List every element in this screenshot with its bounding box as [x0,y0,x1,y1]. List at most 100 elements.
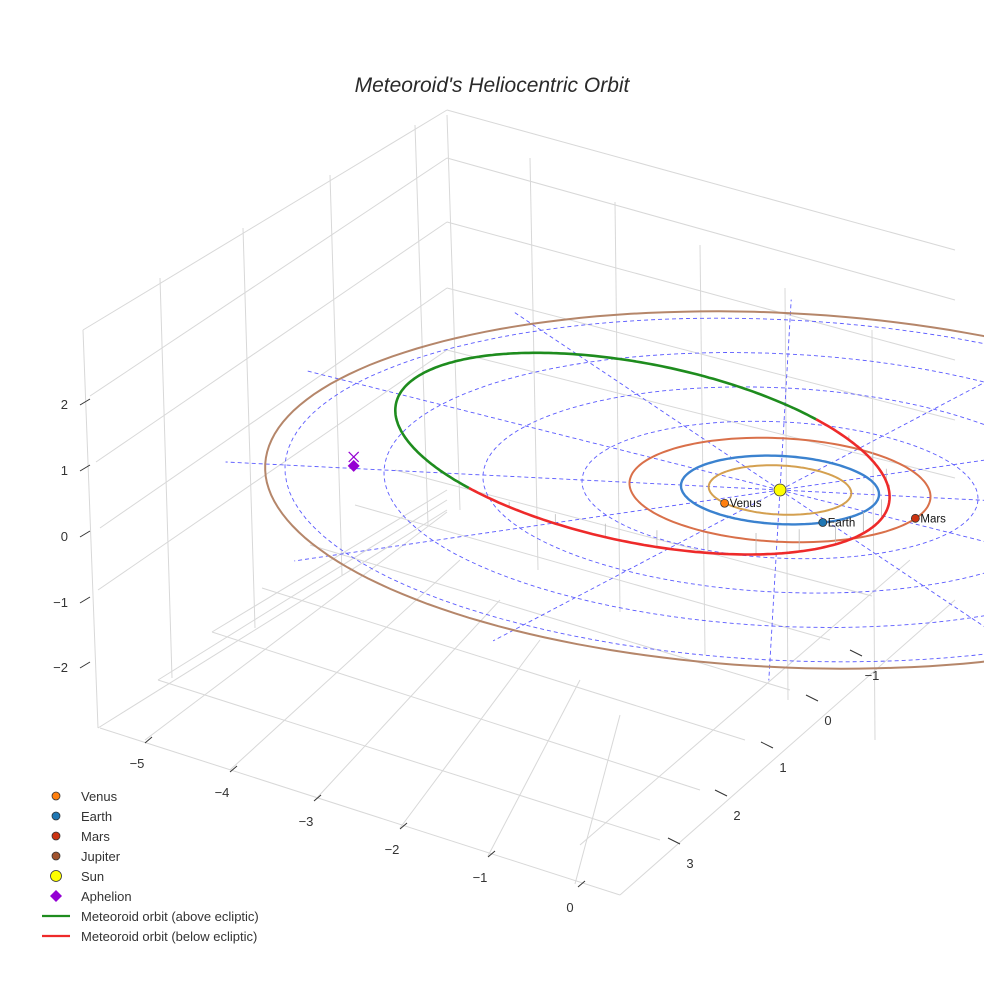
ecliptic-spoke [305,370,781,491]
grid-line [446,287,956,421]
ecliptic-grid [225,299,984,681]
grid-layer [82,109,956,896]
grid-line [89,157,448,397]
circle-icon [51,851,61,861]
markers: Venus Earth Mars [347,451,946,530]
legend-item-mars[interactable]: Mars [40,826,259,846]
legend[interactable]: Venus Earth Mars Jupiter Sun Aphelion Meteoroi… [40,786,259,946]
circle-icon [51,791,61,801]
legend-label: Mars [81,828,110,844]
y-tick-mark [805,694,819,702]
ecliptic-ring [482,386,984,594]
x-tick-mark [399,822,408,830]
grid-line [157,679,661,841]
grid-line [446,109,956,251]
y-tick-label: 1 [779,760,786,775]
x-tick-label: −1 [473,870,488,885]
grid-line [97,509,448,729]
x-tick-mark [313,794,322,802]
mars-label: Mars [920,513,946,525]
legend-item-meteoroid-orbit-below-ecliptic[interactable]: Meteoroid orbit (below ecliptic) [40,926,259,946]
aphelion-marker [347,459,360,472]
grid-line [354,504,831,641]
ecliptic-spoke [492,489,781,642]
ecliptic-spoke [779,299,792,491]
ecliptic-spoke [779,382,984,491]
legend-item-earth[interactable]: Earth [40,806,259,826]
z-tick-mark [79,661,91,669]
grid-line [229,559,461,771]
meteoroid-orbit-below [468,486,865,556]
meteoroid-orbit-above [394,351,817,490]
grid-line [82,109,448,331]
y-tick-mark [849,649,863,657]
ecliptic-spoke [779,489,984,501]
x-tick-mark [144,736,153,744]
x-tick-label: −3 [299,814,314,829]
grid-line [619,599,956,896]
ecliptic-ring [284,317,984,663]
z-tick-mark [79,398,91,406]
x-tick-label: −5 [130,756,145,771]
grid-line [399,639,541,829]
legend-item-venus[interactable]: Venus [40,786,259,806]
grid-line [314,599,501,801]
grid-line [159,277,173,679]
grid-line [574,714,621,885]
legend-label: Aphelion [81,888,132,904]
grid-line [579,559,911,846]
earth-marker [818,518,828,527]
earth-label: Earth [828,518,856,530]
grid-line [157,499,448,681]
grid-line [529,157,539,571]
sun-marker [773,483,787,497]
venus-label: Venus [730,498,762,510]
legend-item-sun[interactable]: Sun [40,866,259,886]
x-tick-label: −4 [215,785,230,800]
legend-item-meteoroid-orbit-above-ecliptic[interactable]: Meteoroid orbit (above ecliptic) [40,906,259,926]
grid-line [414,124,429,526]
grid-line [699,244,706,656]
y-tick-label: 0 [824,713,831,728]
z-tick-label: 2 [61,397,68,412]
orbit-earth [679,454,881,526]
legend-label: Earth [81,808,113,824]
legend-label: Jupiter [81,848,121,864]
grid-line [614,201,621,613]
circle-icon [51,811,61,821]
z-tick-label: −1 [53,595,68,610]
axis-ticks: 2 1 0 −1 −2 −5 −4 −3 −2 −1 0 −1 0 1 2 3 [53,397,879,915]
aphelion-cross [348,451,360,463]
z-tick-mark [79,596,91,604]
circle-icon [51,831,61,841]
meteoroid-orbit [394,351,891,556]
legend-item-aphelion[interactable]: Aphelion [40,886,259,906]
x-tick-label: 0 [566,900,573,915]
grid-line [487,679,581,857]
grid-line [394,469,873,597]
legend-label: Meteoroid orbit (below ecliptic) [81,928,258,944]
grid-line [446,221,956,361]
circle-icon [50,870,62,882]
x-tick-label: −2 [385,842,400,857]
ecliptic-spoke [779,459,984,491]
x-tick-mark [229,765,238,773]
grid-line [261,587,746,741]
grid-line [309,544,791,691]
grid-line [329,174,343,576]
y-tick-mark [760,741,774,749]
grid-line [446,114,461,511]
grid-line [446,157,956,301]
z-tick-label: 0 [61,529,68,544]
z-tick-label: −2 [53,660,68,675]
legend-item-jupiter[interactable]: Jupiter [40,846,259,866]
venus-marker [720,498,730,508]
y-tick-label: 3 [686,856,693,871]
x-tick-mark [487,850,496,858]
y-tick-label: 2 [733,808,740,823]
grid-line [446,349,956,479]
grid-line [99,727,621,896]
line-icon [42,934,70,938]
grid-line [211,631,701,791]
